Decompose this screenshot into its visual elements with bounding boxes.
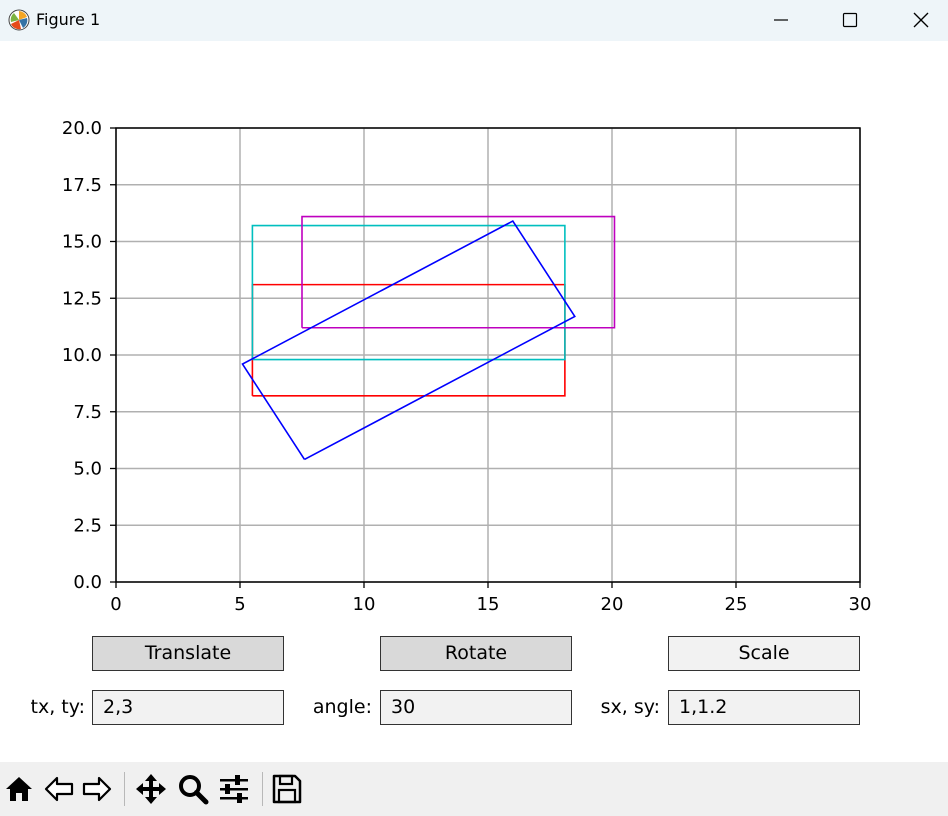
x-tick-label: 20 xyxy=(601,594,624,615)
sx-sy-input[interactable]: 1,1.2 xyxy=(668,690,860,725)
close-icon xyxy=(913,12,929,28)
x-tick-label: 10 xyxy=(353,594,376,615)
y-tick-label: 12.5 xyxy=(62,288,102,309)
zoom-button[interactable] xyxy=(174,770,212,808)
x-tick-label: 5 xyxy=(234,594,245,615)
minimize-button[interactable] xyxy=(758,0,804,41)
rotate-button[interactable]: Rotate xyxy=(380,636,572,671)
y-tick-label: 7.5 xyxy=(73,402,102,423)
forward-button[interactable] xyxy=(78,770,116,808)
home-icon xyxy=(6,777,32,801)
back-arrow-icon xyxy=(44,776,74,802)
series-line-2 xyxy=(301,215,616,329)
grid-lines xyxy=(115,127,861,583)
series-line-3 xyxy=(241,220,576,461)
axis-ticks: 0 5 10 15 20 25 30 0.0 2.5 5.0 7.5 10.0 12.5 15.0 17.5… xyxy=(62,118,872,615)
y-tick-label: 0.0 xyxy=(73,572,102,593)
tx-ty-label: tx, ty: xyxy=(30,696,86,718)
y-tick-label: 10.0 xyxy=(62,345,102,366)
sx-sy-label: sx, sy: xyxy=(600,696,660,718)
data-series xyxy=(241,215,616,461)
maximize-icon xyxy=(842,12,858,28)
window-title: Figure 1 xyxy=(36,10,101,29)
pan-button[interactable] xyxy=(132,770,170,808)
configure-subplots-icon xyxy=(220,775,248,803)
tx-ty-input[interactable]: 2,3 xyxy=(92,690,284,725)
series-line-1 xyxy=(251,224,566,361)
home-button[interactable] xyxy=(0,770,38,808)
back-button[interactable] xyxy=(40,770,78,808)
x-tick-label: 30 xyxy=(849,594,872,615)
series-line-0 xyxy=(251,283,566,397)
close-button[interactable] xyxy=(898,0,944,41)
forward-arrow-icon xyxy=(82,776,112,802)
minimize-icon xyxy=(774,19,788,21)
translate-button[interactable]: Translate xyxy=(92,636,284,671)
save-button[interactable] xyxy=(268,770,306,808)
x-tick-label: 15 xyxy=(477,594,500,615)
y-tick-label: 17.5 xyxy=(62,175,102,196)
navigation-toolbar xyxy=(0,762,948,816)
configure-subplots-button[interactable] xyxy=(215,770,253,808)
matplotlib-logo-icon xyxy=(8,9,30,31)
maximize-button[interactable] xyxy=(827,0,873,41)
angle-label: angle: xyxy=(312,696,372,718)
angle-input[interactable]: 30 xyxy=(380,690,572,725)
toolbar-separator xyxy=(262,772,263,806)
pan-move-icon xyxy=(136,774,166,804)
x-tick-label: 25 xyxy=(725,594,748,615)
toolbar-separator xyxy=(124,772,125,806)
y-tick-label: 15.0 xyxy=(62,232,102,253)
y-tick-label: 5.0 xyxy=(73,459,102,480)
y-tick-label: 2.5 xyxy=(73,515,102,536)
plot-canvas[interactable]: 0 5 10 15 20 25 30 0.0 2.5 5.0 7.5 10.0 12.5 15.0 17.5… xyxy=(0,41,948,626)
zoom-magnifier-icon xyxy=(179,775,209,805)
scale-button[interactable]: Scale xyxy=(668,636,860,671)
save-floppy-icon xyxy=(272,774,302,804)
x-tick-label: 0 xyxy=(110,594,121,615)
y-tick-label: 20.0 xyxy=(62,118,102,139)
window-titlebar: Figure 1 xyxy=(0,0,948,41)
